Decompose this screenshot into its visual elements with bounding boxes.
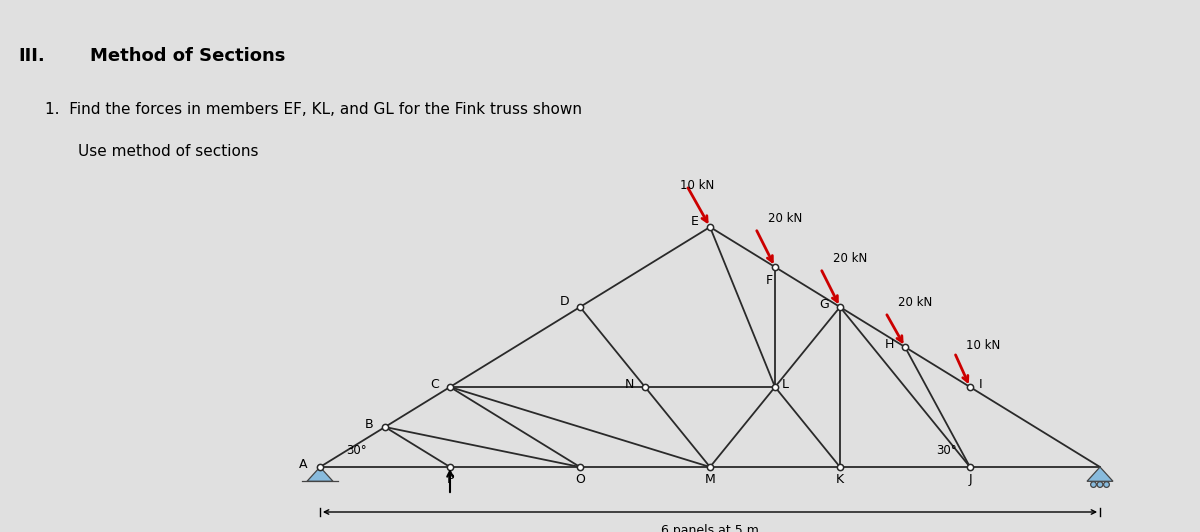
Text: Use method of sections: Use method of sections bbox=[78, 144, 258, 159]
Text: K: K bbox=[836, 473, 844, 486]
Text: O: O bbox=[575, 473, 584, 486]
Text: I: I bbox=[978, 378, 983, 390]
Polygon shape bbox=[1087, 467, 1114, 481]
Text: H: H bbox=[884, 338, 894, 351]
Text: Method of Sections: Method of Sections bbox=[90, 47, 286, 65]
Text: 6 panels at 5 m: 6 panels at 5 m bbox=[661, 524, 758, 532]
Text: M: M bbox=[704, 473, 715, 486]
Circle shape bbox=[1097, 481, 1103, 487]
Text: 20 kN: 20 kN bbox=[833, 252, 868, 265]
Text: III.: III. bbox=[18, 47, 44, 65]
Text: J: J bbox=[968, 473, 972, 486]
Text: F: F bbox=[767, 275, 773, 287]
Text: A: A bbox=[299, 458, 307, 471]
Circle shape bbox=[1104, 481, 1109, 487]
Text: 10 kN: 10 kN bbox=[966, 339, 1000, 352]
Text: P: P bbox=[446, 473, 454, 486]
Text: 1.  Find the forces in members EF, KL, and GL for the Fink truss shown: 1. Find the forces in members EF, KL, an… bbox=[46, 102, 582, 117]
Text: C: C bbox=[430, 378, 439, 390]
Text: N: N bbox=[625, 378, 634, 390]
Text: B: B bbox=[365, 418, 373, 431]
Text: 20 kN: 20 kN bbox=[899, 296, 932, 309]
Text: 20 kN: 20 kN bbox=[768, 212, 803, 225]
Text: 30°: 30° bbox=[346, 444, 367, 458]
Text: L: L bbox=[782, 378, 788, 390]
Polygon shape bbox=[307, 467, 334, 481]
Text: E: E bbox=[690, 215, 698, 228]
Text: 30°: 30° bbox=[936, 444, 956, 458]
Text: 10 kN: 10 kN bbox=[680, 179, 714, 192]
Circle shape bbox=[1091, 481, 1097, 487]
Text: G: G bbox=[820, 298, 829, 311]
Text: D: D bbox=[559, 295, 569, 308]
